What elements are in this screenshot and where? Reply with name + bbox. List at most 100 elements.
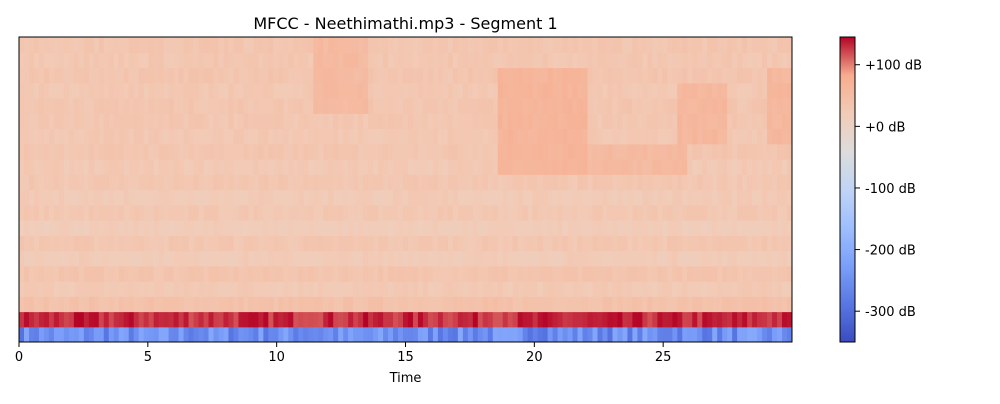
heatmap-cell: [233, 143, 240, 160]
heatmap-cell: [63, 143, 70, 160]
heatmap-cell: [383, 128, 389, 145]
heatmap-cell: [702, 189, 708, 206]
heatmap-cell: [93, 204, 100, 221]
heatmap-cell: [757, 143, 763, 160]
heatmap-cell: [617, 220, 624, 236]
heatmap-cell: [223, 159, 230, 175]
heatmap-cell: [23, 128, 30, 145]
heatmap-cell: [477, 296, 484, 313]
heatmap-cell: [497, 37, 504, 53]
heatmap-cell: [403, 82, 409, 99]
heatmap-cell: [442, 250, 449, 267]
heatmap-cell: [333, 52, 339, 69]
heatmap-cell: [78, 37, 85, 53]
heatmap-cell: [407, 204, 414, 221]
heatmap-cell: [707, 235, 713, 252]
heatmap-cell: [198, 235, 205, 252]
heatmap-cell: [143, 159, 150, 175]
heatmap-cell: [542, 143, 549, 160]
heatmap-cell: [323, 265, 329, 282]
heatmap-cell: [188, 37, 195, 53]
heatmap-cell: [153, 98, 160, 114]
heatmap-cell: [113, 159, 120, 175]
heatmap-cell: [657, 265, 663, 282]
heatmap-cell: [632, 326, 638, 342]
colorbar-ticks: +100 dB+0 dB-100 dB-200 dB-300 dB: [855, 59, 922, 320]
heatmap-cell: [318, 98, 324, 114]
x-tick-label: 20: [526, 350, 543, 365]
heatmap-cell: [692, 281, 698, 297]
heatmap-cell: [472, 52, 479, 69]
heatmap-cell: [123, 174, 130, 191]
heatmap-cell: [442, 326, 449, 342]
heatmap-cell: [48, 37, 55, 53]
heatmap-cell: [432, 67, 439, 84]
heatmap-cell: [567, 235, 574, 252]
heatmap-cell: [437, 52, 444, 69]
heatmap-cell: [507, 128, 514, 145]
heatmap-cell: [427, 113, 434, 130]
heatmap-cell: [587, 296, 594, 313]
heatmap-cell: [28, 250, 35, 267]
heatmap-cell: [313, 52, 319, 69]
heatmap-cell: [562, 235, 569, 252]
heatmap-cell: [388, 143, 394, 160]
heatmap-cell: [567, 113, 574, 130]
heatmap-cell: [497, 250, 504, 267]
heatmap-cell: [298, 174, 304, 191]
heatmap-cell: [373, 82, 379, 99]
heatmap-cell: [133, 143, 140, 160]
heatmap-cell: [373, 326, 379, 342]
heatmap-cell: [58, 37, 65, 53]
heatmap-cell: [243, 128, 250, 145]
heatmap-cell: [173, 326, 180, 342]
heatmap-cell: [403, 311, 409, 328]
heatmap-cell: [607, 189, 614, 206]
heatmap-cell: [293, 82, 299, 99]
heatmap-cell: [78, 113, 85, 130]
heatmap-cell: [373, 37, 379, 53]
heatmap-cell: [278, 311, 284, 328]
heatmap-cell: [682, 143, 688, 160]
heatmap-cell: [697, 159, 703, 175]
heatmap-cell: [288, 113, 294, 130]
heatmap-cell: [313, 128, 319, 145]
heatmap-cell: [288, 189, 294, 206]
heatmap-cell: [437, 82, 444, 99]
heatmap-cell: [577, 98, 584, 114]
heatmap-cell: [28, 128, 35, 145]
heatmap-cell: [53, 220, 60, 236]
heatmap-cell: [68, 37, 75, 53]
heatmap-cell: [672, 250, 678, 267]
heatmap-cell: [727, 311, 733, 328]
heatmap-cell: [113, 67, 120, 84]
heatmap-cell: [787, 235, 792, 252]
heatmap-cell: [153, 82, 160, 99]
heatmap-cell: [363, 220, 369, 236]
heatmap-cell: [133, 113, 140, 130]
heatmap-cell: [393, 143, 399, 160]
heatmap-cell: [78, 220, 85, 236]
heatmap-cell: [353, 220, 359, 236]
heatmap-cell: [562, 281, 569, 297]
heatmap-cell: [303, 204, 309, 221]
heatmap-cell: [417, 311, 424, 328]
heatmap-cell: [467, 296, 474, 313]
heatmap-cell: [143, 204, 150, 221]
heatmap-cell: [303, 128, 309, 145]
heatmap-cell: [667, 174, 673, 191]
heatmap-cell: [697, 174, 703, 191]
heatmap-cell: [737, 189, 743, 206]
heatmap-cell: [48, 311, 55, 328]
heatmap-cell: [707, 250, 713, 267]
heatmap-cell: [253, 67, 259, 84]
heatmap-cell: [597, 326, 604, 342]
heatmap-cell: [432, 174, 439, 191]
heatmap-cell: [467, 159, 474, 175]
heatmap-cell: [98, 189, 105, 206]
heatmap-cell: [358, 265, 364, 282]
heatmap-cell: [522, 82, 529, 99]
heatmap-cell: [492, 174, 499, 191]
heatmap-cell: [163, 98, 170, 114]
heatmap-cell: [228, 67, 235, 84]
